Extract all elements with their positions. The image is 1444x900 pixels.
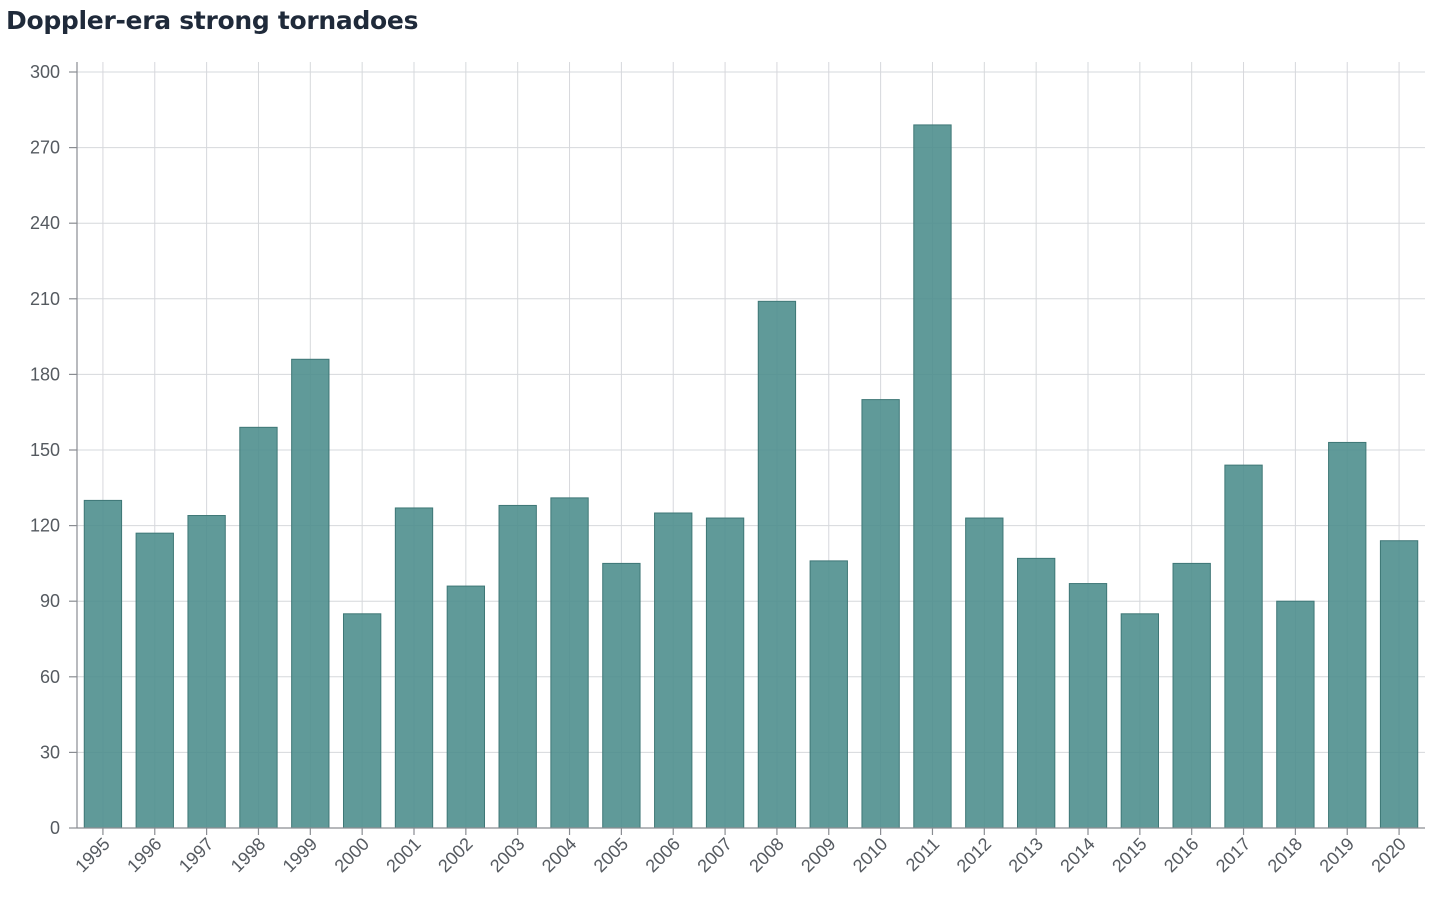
bar-2019 (1328, 441, 1367, 829)
bar-2014 (1068, 583, 1108, 829)
bar-2001 (394, 507, 434, 829)
x-tick-label: 2013 (1005, 834, 1047, 876)
bar-2005 (602, 562, 641, 829)
bar-1997 (187, 515, 226, 829)
x-tick-label: 1996 (123, 834, 165, 876)
y-tick-label: 270 (30, 138, 60, 158)
x-tick-label: 2010 (849, 834, 891, 876)
x-tick-label: 2014 (1056, 834, 1098, 876)
x-tick-label: 2000 (331, 834, 373, 876)
bar-2007 (705, 517, 745, 829)
x-tick-label: 2008 (745, 834, 787, 876)
x-tick-label: 2001 (382, 834, 424, 876)
bar-2012 (965, 517, 1004, 829)
bar-1998 (239, 426, 278, 829)
x-tick-label: 2019 (1316, 834, 1358, 876)
bar-2008 (757, 300, 797, 829)
x-tick-label: 2016 (1160, 834, 1202, 876)
bar-2002 (446, 585, 486, 829)
bar-2003 (498, 504, 537, 829)
grid-lines (77, 62, 1425, 828)
y-tick-label: 0 (50, 818, 60, 838)
y-tick-labels: 0 30 60 90 120 150 180 210 240 270 300 (30, 62, 60, 838)
x-tick-label: 2012 (953, 834, 995, 876)
y-tick-label: 150 (30, 440, 60, 460)
x-tick-label: 2002 (434, 834, 476, 876)
bar-1995 (83, 499, 123, 829)
y-tick-label: 240 (30, 213, 60, 233)
bar-2000 (342, 613, 382, 829)
y-tick-label: 300 (30, 62, 60, 82)
bar-2009 (809, 560, 848, 829)
x-tick-label: 1997 (175, 834, 217, 876)
y-tick-label: 120 (30, 516, 60, 536)
x-tick-label: 2003 (486, 834, 528, 876)
y-tick-label: 90 (40, 591, 60, 611)
bar-2010 (861, 399, 900, 829)
bar-2013 (1016, 557, 1056, 829)
bar-2020 (1379, 540, 1419, 829)
y-tick-label: 60 (40, 667, 60, 687)
bar-1996 (135, 532, 174, 829)
x-tick-label: 2006 (642, 834, 684, 876)
y-tick-label: 30 (40, 742, 60, 762)
bars (83, 124, 1419, 829)
x-tick-label: 2004 (538, 834, 580, 876)
x-tick-label: 2007 (693, 834, 735, 876)
x-tick-label: 2005 (590, 834, 632, 876)
bar-2015 (1120, 613, 1160, 829)
bar-2018 (1276, 600, 1315, 829)
bar-2011 (913, 124, 952, 829)
x-tick-labels: 1995 1996 1997 1998 1999 2000 2001 2002 2003 2004… (71, 834, 1410, 876)
x-tick-label: 2017 (1212, 834, 1254, 876)
y-tick-label: 210 (30, 289, 60, 309)
x-tick-label: 2018 (1264, 834, 1306, 876)
x-tick-label: 2009 (797, 834, 839, 876)
x-tick-label: 1998 (227, 834, 269, 876)
chart-title: Doppler-era strong tornadoes (6, 6, 419, 35)
bar-2006 (654, 512, 693, 829)
x-tick-label: 2015 (1108, 834, 1150, 876)
bar-1999 (291, 358, 330, 829)
bar-2004 (550, 497, 589, 829)
x-tick-label: 1995 (71, 834, 113, 876)
bar-2016 (1172, 562, 1211, 829)
axes (69, 62, 1425, 835)
x-tick-label: 2011 (902, 834, 944, 876)
y-tick-label: 180 (30, 364, 60, 384)
x-tick-label: 2020 (1367, 834, 1409, 876)
bar-2017 (1224, 464, 1263, 829)
x-tick-label: 1999 (279, 834, 321, 876)
